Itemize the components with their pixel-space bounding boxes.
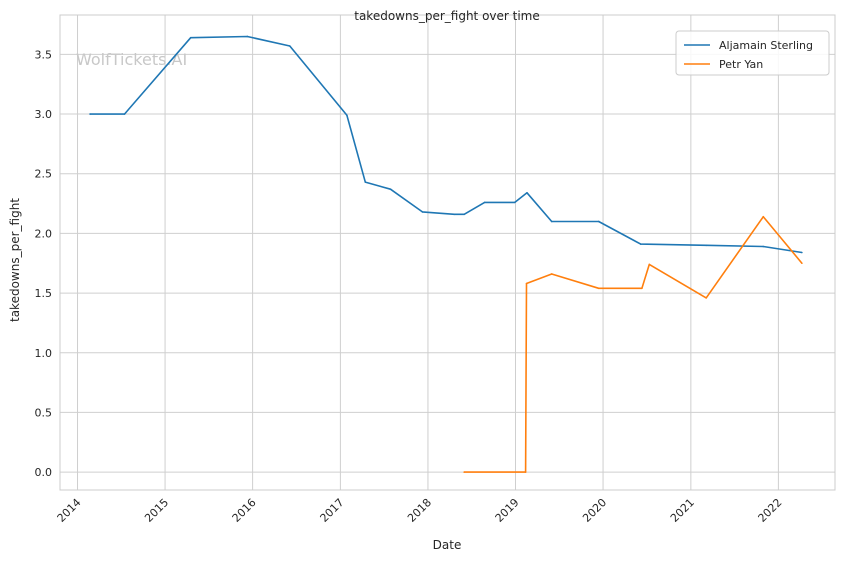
data-point-petr-yan	[705, 297, 707, 299]
data-point-aljamain-sterling	[89, 113, 91, 115]
data-point-aljamain-sterling	[801, 251, 803, 254]
data-point-aljamain-sterling	[762, 245, 765, 248]
data-point-aljamain-sterling	[513, 201, 516, 204]
y-tick-label: 2.5	[35, 168, 53, 181]
data-point-aljamain-sterling	[483, 201, 486, 204]
y-axis-label: takedowns_per_fight	[8, 198, 22, 322]
data-point-aljamain-sterling	[189, 36, 192, 39]
data-point-petr-yan	[597, 287, 600, 290]
series-line-aljamain-sterling	[90, 35, 803, 254]
data-point-petr-yan	[525, 282, 528, 285]
series-line-petr-yan	[464, 215, 803, 473]
data-point-aljamain-sterling	[550, 220, 553, 223]
data-point-petr-yan	[524, 471, 527, 473]
legend-box	[675, 30, 830, 76]
data-point-aljamain-sterling	[123, 113, 126, 115]
y-tick-label: 1.5	[35, 287, 53, 300]
data-point-aljamain-sterling	[639, 243, 642, 245]
y-tick-label: 1.0	[35, 347, 53, 360]
data-point-petr-yan	[762, 215, 765, 218]
legend: Aljamain Sterling Petr Yan	[675, 30, 830, 76]
plot-frame	[59, 14, 836, 491]
series-lines	[89, 35, 803, 473]
legend-label-petr-yan: Petr Yan	[719, 58, 763, 71]
data-point-aljamain-sterling	[364, 181, 367, 183]
y-tick-label: 3.5	[35, 48, 53, 61]
data-point-aljamain-sterling	[389, 188, 392, 191]
data-point-aljamain-sterling	[463, 213, 465, 216]
data-point-aljamain-sterling	[346, 114, 348, 117]
data-point-aljamain-sterling	[421, 211, 424, 213]
data-point-petr-yan	[801, 262, 803, 265]
data-point-petr-yan	[648, 263, 651, 266]
data-point-aljamain-sterling	[288, 45, 291, 47]
data-point-petr-yan	[641, 287, 643, 290]
data-point-aljamain-sterling	[246, 35, 249, 38]
data-point-aljamain-sterling	[453, 213, 456, 216]
grid	[60, 15, 835, 490]
y-tick-label: 2.0	[35, 227, 53, 240]
data-point-aljamain-sterling	[705, 244, 707, 247]
y-tick-label: 0.0	[35, 466, 53, 479]
y-tick-label: 0.5	[35, 406, 53, 419]
chart-title: takedowns_per_fight over time	[354, 9, 540, 23]
legend-label-aljamain-sterling: Aljamain Sterling	[719, 39, 813, 52]
y-tick-label: 3.0	[35, 108, 53, 121]
watermark: WolfTickets.AI	[76, 50, 187, 69]
x-axis-label: Date	[433, 538, 462, 552]
y-axis-ticks: 0.0 0.5 1.0 1.5 2.0 2.5 3.0 3.5	[35, 48, 53, 479]
data-point-aljamain-sterling	[526, 192, 528, 194]
data-point-petr-yan	[463, 471, 465, 473]
data-point-petr-yan	[550, 273, 553, 275]
data-point-aljamain-sterling	[597, 220, 600, 223]
